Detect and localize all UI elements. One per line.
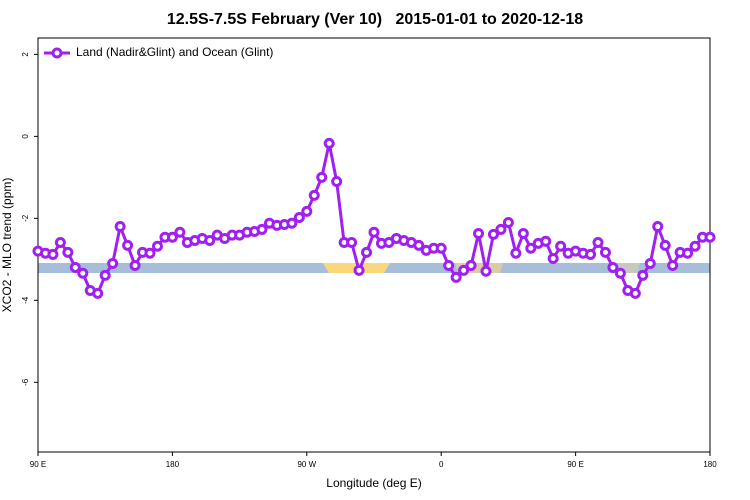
data-point xyxy=(92,287,104,299)
y-tick-label: -4 xyxy=(21,296,30,304)
data-point xyxy=(114,221,126,233)
x-tick-label: 90 E xyxy=(30,460,46,469)
data-point xyxy=(510,247,522,259)
data-point xyxy=(547,253,559,265)
data-point xyxy=(458,264,470,276)
data-point xyxy=(502,216,514,228)
data-point xyxy=(129,259,141,271)
data-point xyxy=(331,175,343,187)
legend: Land (Nadir&Glint) and Ocean (Glint) xyxy=(44,45,273,59)
data-point xyxy=(316,171,328,183)
data-point xyxy=(614,267,626,279)
data-point xyxy=(99,269,111,281)
data-point xyxy=(256,223,268,235)
y-tick-label: -2 xyxy=(21,214,30,222)
data-point xyxy=(480,265,492,277)
data-point xyxy=(637,269,649,281)
y-tick-label: 0 xyxy=(21,134,30,139)
data-point xyxy=(77,267,89,279)
data-point xyxy=(353,264,365,276)
y-tick-label: -6 xyxy=(21,378,30,386)
data-point xyxy=(517,228,529,240)
data-point xyxy=(301,205,313,217)
data-point xyxy=(107,257,119,269)
data-point xyxy=(592,237,604,249)
data-point xyxy=(689,240,701,252)
data-point xyxy=(166,231,178,243)
data-point xyxy=(286,217,298,229)
data-point xyxy=(308,189,320,201)
data-point xyxy=(652,221,664,233)
data-point xyxy=(644,257,656,269)
data-point xyxy=(667,259,679,271)
chart-title: 12.5S-7.5S February (Ver 10) 2015-01-01 … xyxy=(167,11,583,28)
y-tick-label: 2 xyxy=(21,52,30,57)
plot-frame xyxy=(37,37,711,453)
data-point xyxy=(323,137,335,149)
data-point xyxy=(62,246,74,258)
legend-marker xyxy=(51,47,63,59)
legend-label: Land (Nadir&Glint) and Ocean (Glint) xyxy=(76,45,273,59)
data-point xyxy=(174,226,186,238)
data-point xyxy=(607,262,619,274)
data-point xyxy=(465,259,477,271)
data-point xyxy=(69,262,81,274)
y-axis-label: XCO2 - MLO trend (ppm) xyxy=(0,178,14,313)
data-point xyxy=(555,240,567,252)
data-point xyxy=(682,247,694,259)
data-point xyxy=(495,223,507,235)
x-tick-label: 0 xyxy=(439,460,444,469)
x-tick-label: 90 E xyxy=(567,460,583,469)
data-point xyxy=(629,287,641,299)
data-point xyxy=(346,237,358,249)
data-point xyxy=(435,242,447,254)
data-point xyxy=(450,271,462,283)
data-point xyxy=(704,231,716,243)
data-point xyxy=(525,242,537,254)
data-point xyxy=(361,246,373,258)
x-tick-label: 90 W xyxy=(297,460,316,469)
data-point xyxy=(151,240,163,252)
data-point xyxy=(585,248,597,260)
data-point xyxy=(413,239,425,251)
data-point xyxy=(47,248,59,260)
data-point xyxy=(54,237,66,249)
data-point xyxy=(659,239,671,251)
data-point xyxy=(599,246,611,258)
x-tick-label: 180 xyxy=(166,460,180,469)
data-point xyxy=(144,247,156,259)
data-point xyxy=(487,228,499,240)
data-point xyxy=(293,212,305,224)
data-point xyxy=(443,259,455,271)
x-tick-label: 180 xyxy=(703,460,717,469)
data-point xyxy=(122,239,134,251)
data-point xyxy=(473,228,485,240)
data-point xyxy=(368,226,380,238)
x-axis-label: Longitude (deg E) xyxy=(326,476,421,490)
data-point xyxy=(540,235,552,247)
data-point xyxy=(204,234,216,246)
